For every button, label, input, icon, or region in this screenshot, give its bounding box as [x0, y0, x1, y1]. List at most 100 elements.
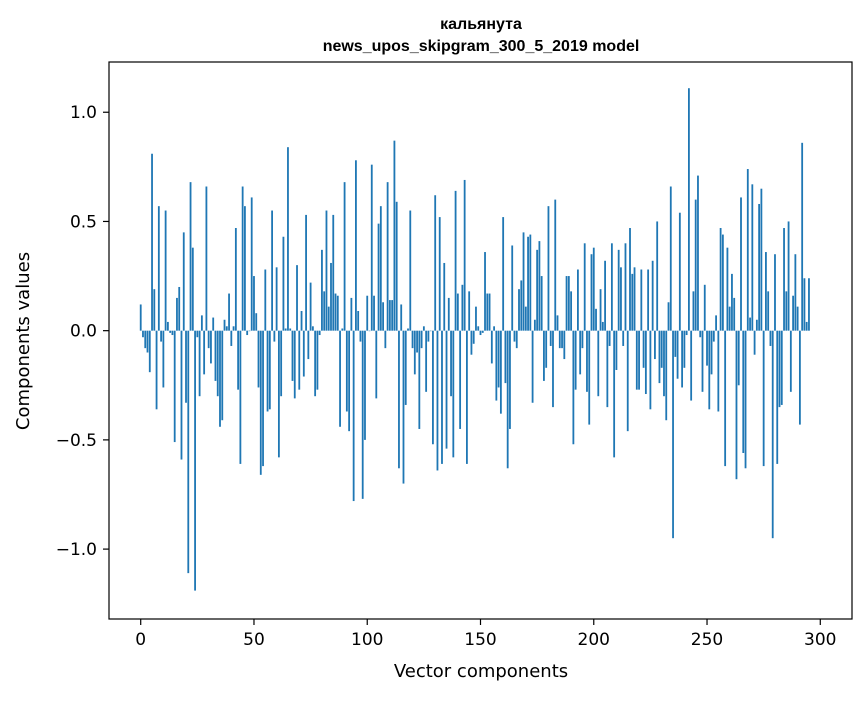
bar — [527, 236, 529, 331]
bar — [771, 330, 774, 539]
bar — [368, 330, 371, 332]
bar — [438, 217, 441, 331]
bar — [540, 276, 543, 331]
bar — [656, 221, 659, 331]
bar — [241, 186, 244, 331]
bar — [377, 223, 380, 331]
bar — [384, 330, 387, 349]
bar — [185, 330, 187, 403]
bar — [318, 330, 321, 336]
bar — [726, 247, 729, 331]
bar — [520, 280, 523, 331]
bar — [223, 319, 226, 331]
bar — [422, 326, 425, 331]
x-tick-label: 200 — [578, 630, 610, 650]
bar — [248, 330, 251, 332]
bar — [144, 330, 147, 349]
bar — [570, 291, 573, 331]
bar — [314, 330, 317, 397]
bar — [744, 330, 747, 469]
bar — [547, 206, 550, 331]
bar — [321, 249, 323, 331]
bar — [554, 199, 557, 331]
bar — [345, 330, 348, 412]
bar — [690, 330, 693, 401]
x-tick-label: 300 — [804, 630, 836, 650]
bar — [615, 330, 618, 370]
bar — [798, 330, 801, 425]
bar — [642, 330, 645, 368]
bar — [425, 330, 428, 392]
y-tick-label: 0.0 — [70, 322, 97, 342]
bar — [685, 330, 688, 336]
bar — [785, 291, 788, 331]
bar — [590, 254, 593, 331]
bar — [277, 330, 280, 458]
bar — [622, 330, 625, 346]
bar — [454, 190, 457, 331]
bar — [450, 330, 452, 397]
bar — [459, 330, 462, 429]
bar — [688, 88, 690, 331]
bar — [706, 330, 708, 366]
bar — [266, 330, 269, 412]
bar — [155, 330, 158, 410]
bar — [207, 330, 210, 349]
bar — [418, 330, 421, 429]
bar — [142, 330, 144, 338]
bar — [561, 330, 563, 349]
bar — [173, 330, 176, 443]
bar — [769, 330, 772, 346]
bar — [669, 186, 672, 331]
bar — [153, 289, 156, 331]
bar — [518, 289, 520, 331]
bar — [275, 267, 278, 331]
bar — [774, 254, 776, 331]
bar — [737, 330, 740, 386]
bar — [298, 330, 301, 390]
bar — [191, 247, 194, 331]
bar — [740, 197, 742, 331]
bar — [357, 311, 360, 331]
x-axis-label: Vector components — [394, 661, 568, 682]
bar — [678, 212, 681, 331]
bar — [536, 249, 539, 331]
bar — [586, 330, 588, 392]
bar — [259, 330, 262, 475]
bar — [343, 182, 346, 331]
bar — [728, 306, 731, 331]
bar — [524, 306, 527, 331]
x-tick-label: 50 — [243, 630, 265, 650]
bar — [758, 203, 761, 331]
bar — [663, 330, 665, 397]
bar — [783, 228, 785, 331]
bar — [311, 326, 314, 331]
bar — [214, 330, 217, 381]
bar — [796, 306, 799, 331]
bar — [237, 330, 240, 390]
bar — [246, 330, 249, 336]
bar — [665, 330, 668, 421]
bar — [364, 330, 366, 440]
bar — [239, 330, 242, 464]
bar — [221, 330, 224, 421]
bar — [386, 182, 389, 331]
bar — [205, 186, 208, 331]
bar — [432, 330, 434, 445]
bar — [407, 328, 409, 331]
bar — [558, 330, 561, 349]
bar — [721, 234, 724, 331]
y-tick-label: 1.0 — [70, 103, 97, 123]
bar — [411, 330, 414, 349]
bar — [293, 330, 296, 399]
bar — [780, 330, 783, 405]
bar — [309, 282, 312, 331]
bar — [194, 330, 196, 591]
bar — [592, 247, 595, 331]
bar — [355, 160, 357, 331]
bar — [715, 315, 717, 331]
bar — [579, 330, 582, 375]
bar — [488, 293, 491, 331]
bar — [148, 330, 151, 373]
bar — [572, 330, 575, 445]
